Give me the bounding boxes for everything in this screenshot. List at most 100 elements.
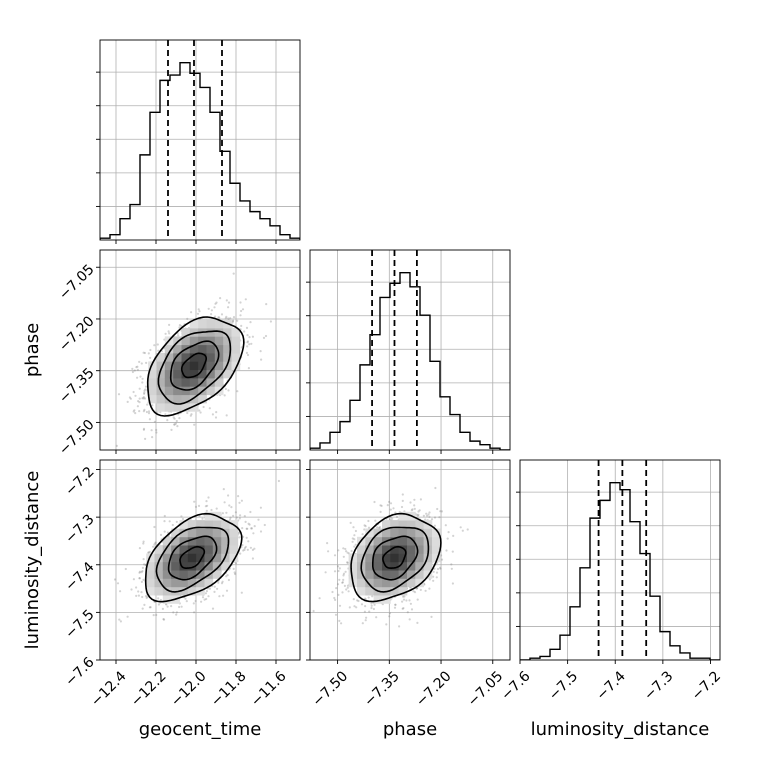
sample-point: [166, 419, 169, 422]
sample-point: [177, 334, 180, 337]
density-cell: [229, 528, 239, 538]
sample-point: [432, 579, 435, 582]
sample-point: [264, 334, 268, 338]
sample-point: [333, 554, 337, 557]
sample-point: [327, 550, 330, 553]
sample-point: [214, 302, 217, 305]
sample-point: [398, 625, 401, 628]
density-cell: [423, 570, 433, 579]
sample-point: [363, 528, 366, 531]
sample-point: [142, 397, 145, 400]
sample-point: [166, 605, 169, 608]
density-cell: [187, 545, 197, 554]
sample-point: [417, 510, 420, 513]
sample-point: [205, 500, 208, 503]
sample-point: [220, 582, 224, 585]
density-cell: [173, 386, 182, 396]
sample-point: [239, 301, 242, 304]
density-cell: [187, 520, 197, 529]
sample-point: [262, 336, 266, 339]
sample-point: [253, 525, 256, 528]
density-cell: [407, 545, 416, 554]
sample-point: [214, 416, 218, 419]
sample-point: [190, 311, 193, 314]
sample-point: [205, 597, 208, 601]
sample-point: [149, 606, 152, 609]
x-tick-label: −7.6: [498, 668, 533, 703]
sample-point: [430, 518, 434, 521]
sample-point: [416, 621, 419, 625]
sample-point: [364, 619, 367, 622]
density-cell: [365, 536, 374, 546]
density-cell: [171, 553, 180, 563]
x-axis-label-luminosity_distance: luminosity_distance: [531, 719, 710, 740]
sample-point: [225, 575, 228, 578]
sample-point: [374, 519, 377, 522]
sample-point: [213, 306, 216, 309]
sample-point: [178, 605, 181, 609]
sample-point: [237, 495, 240, 498]
density-cell: [432, 536, 441, 546]
x-tick-label: −11.8: [208, 668, 250, 710]
x-tick-label: −7.4: [593, 668, 628, 703]
density-cell: [204, 528, 214, 538]
sample-point: [143, 603, 146, 607]
density-cell: [373, 570, 383, 579]
sample-point: [151, 436, 154, 439]
density-cell: [398, 520, 408, 529]
sample-point: [243, 548, 246, 552]
sample-point: [367, 519, 370, 523]
sample-point: [331, 590, 334, 594]
histogram-luminosity_distance: [520, 481, 720, 660]
density-cell: [415, 528, 424, 538]
sample-point: [116, 582, 120, 585]
density-cell: [171, 561, 180, 571]
density-cell: [214, 369, 224, 379]
sample-point: [356, 599, 359, 602]
density-cell: [156, 394, 166, 404]
sample-point: [439, 510, 442, 513]
density-cell: [189, 369, 199, 379]
density-cell: [212, 528, 222, 538]
density-cell: [390, 586, 399, 596]
sample-point: [232, 514, 235, 518]
density-cell: [148, 394, 157, 404]
sample-point: [135, 366, 138, 369]
density-cell: [365, 586, 374, 596]
y-tick-label: −7.6: [62, 654, 97, 689]
sample-point: [227, 317, 230, 320]
sample-point: [346, 584, 349, 587]
sample-point: [353, 538, 356, 541]
density-cell: [189, 336, 199, 346]
sample-point: [265, 303, 268, 306]
sample-point: [137, 594, 140, 597]
density-cell: [221, 520, 230, 529]
sample-point: [176, 425, 179, 428]
density-cell: [146, 570, 155, 579]
sample-point: [342, 572, 346, 575]
density-cell: [382, 528, 391, 538]
density-cell: [423, 561, 433, 571]
sample-point: [368, 610, 371, 613]
sample-point: [408, 599, 411, 602]
sample-point: [174, 422, 177, 425]
density-cell: [181, 336, 191, 346]
density-cell: [373, 553, 383, 563]
sample-point: [207, 496, 210, 499]
sample-point: [150, 429, 153, 432]
sample-point: [451, 582, 454, 585]
sample-point: [427, 513, 430, 516]
density-cell: [179, 553, 189, 563]
sample-point: [243, 330, 246, 333]
sample-point: [202, 405, 205, 409]
sample-point: [370, 602, 373, 605]
sample-point: [337, 569, 340, 573]
sample-point: [210, 508, 213, 512]
density-cell: [196, 545, 205, 554]
density-cell: [415, 570, 424, 579]
sample-point: [167, 330, 170, 333]
sample-point: [147, 412, 151, 415]
sample-point: [143, 391, 146, 394]
sample-point: [241, 308, 245, 311]
sample-point: [248, 343, 251, 346]
